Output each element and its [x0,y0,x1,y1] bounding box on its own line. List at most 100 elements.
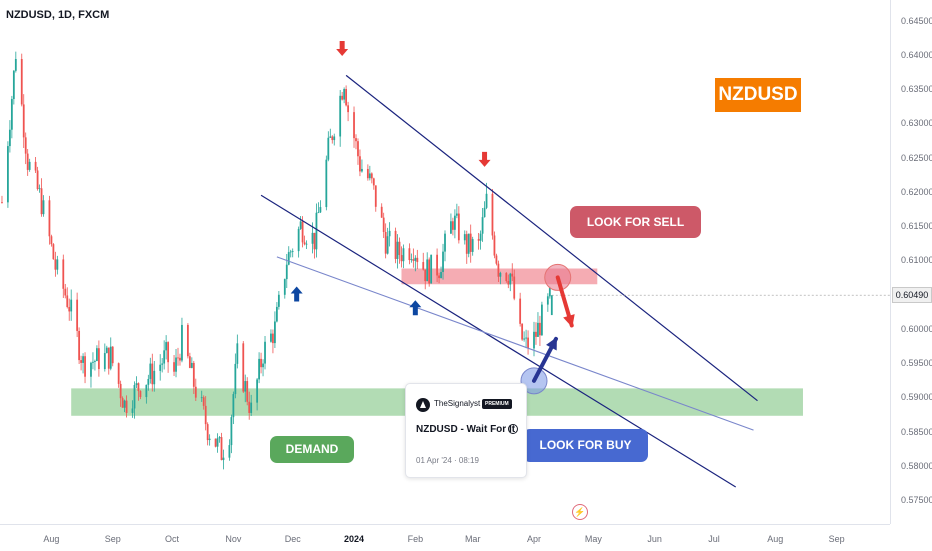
candle-down [394,230,397,259]
candle-down [493,235,496,256]
price-axis[interactable]: 0.64500 0.64000 0.63500 0.63000 0.62500 0.620… [890,0,932,524]
candle-up [7,146,9,203]
price-tick-label: 0.63500 [901,84,932,95]
candle-up [430,254,433,284]
candle-up [14,58,17,71]
price-tick-label: 0.61500 [901,221,932,232]
idea-date: 01 Apr '24 · 08:19 [416,456,479,465]
candle-down [331,136,334,141]
candle-up [285,264,288,280]
candle-down [374,185,377,207]
candle-up [297,228,300,252]
candle-up [463,234,466,241]
candle-up [236,343,239,364]
trend-line [276,256,754,431]
price-tick-label: 0.59000 [901,392,932,403]
time-tick-label: 2024 [344,534,365,544]
author-name: TheSignalyst [434,399,481,408]
time-tick-label: Aug [767,534,784,544]
price-tick-label: 0.63000 [901,118,932,129]
candle-down [117,363,120,384]
candle-down [341,95,344,100]
candle-down [192,362,195,387]
candle-down [412,259,415,261]
candle-up [388,230,391,237]
candle-down [202,397,205,406]
candle-down [50,236,53,245]
candle-up [28,161,31,170]
candle-up [523,338,526,340]
candle-down [20,58,23,105]
candle-up [10,99,13,130]
time-axis[interactable]: Aug Sep Oct Nov Dec 2024 Feb Mar Apr May Jun Jul Aug… [0,524,890,551]
candle-down [519,298,522,324]
candle-down [84,356,86,377]
down-arrow-icon [478,151,491,167]
premium-badge: PREMIUM [482,399,512,409]
candle-up [165,342,168,351]
candle-up [131,408,134,413]
candle-down [24,137,27,154]
candle-up [145,384,148,398]
candle-up [123,400,126,408]
candle-down [248,401,251,413]
candle-up [455,213,458,216]
candle-down [220,437,223,461]
candle-up [92,361,94,363]
candle-down [242,343,245,392]
candle-down [177,357,179,359]
candle-up [159,364,162,371]
candle-down [22,104,25,138]
last-price-label: 0.60490 [892,287,932,304]
time-tick-label: Mar [464,534,481,544]
candle-down [80,360,82,363]
candle-down [40,188,43,215]
candle-up [426,259,429,282]
candle-down [137,383,140,392]
sell-setups-callout: LOOK FOR SELL SETUPS [570,206,701,261]
price-tick-label: 0.64000 [901,49,932,60]
candle-up [450,221,452,234]
candle-down [345,89,348,106]
candle-up [537,322,539,337]
candle-down [380,206,383,218]
candle-down [151,363,154,385]
candle-down [372,178,375,186]
time-tick-label: Sep [104,534,121,544]
lower-channel-line [260,194,737,488]
price-tick-label: 0.57500 [901,495,932,506]
candle-down [370,173,373,179]
candle-down [204,405,207,425]
idea-card[interactable]: TheSignalyst PREMIUM NZDUSD - Wait For I… [405,383,527,478]
candle-up [70,299,73,312]
candle-up [442,251,444,273]
time-tick-label: Nov [225,534,242,544]
candle-up [509,273,512,285]
lightning-icon[interactable]: ⚡ [572,504,588,520]
candle-up [283,279,286,295]
candle-down [539,322,541,336]
candle-up [453,215,456,230]
candle-up [333,136,336,141]
candle-up [548,287,551,297]
price-tick-label: 0.62500 [901,152,932,163]
candle-down [513,276,516,299]
candle-up [232,394,235,418]
candle-up [216,438,219,447]
candle-up [12,70,15,100]
candle-down [186,324,189,357]
candle-up [8,129,11,147]
candle-up [109,346,112,369]
candle-down [194,386,197,398]
candle-down [428,259,431,284]
symbol-badge: NZDUSD [715,78,801,112]
candle-up [414,257,417,261]
candle-down [465,234,468,254]
price-tick-label: 0.60000 [901,323,932,334]
candle-up [275,306,278,322]
candle-down [54,259,57,270]
candle-down [303,242,306,245]
price-tick-label: 0.64500 [901,15,932,26]
candle-up [105,347,108,354]
candle-down [384,231,387,254]
